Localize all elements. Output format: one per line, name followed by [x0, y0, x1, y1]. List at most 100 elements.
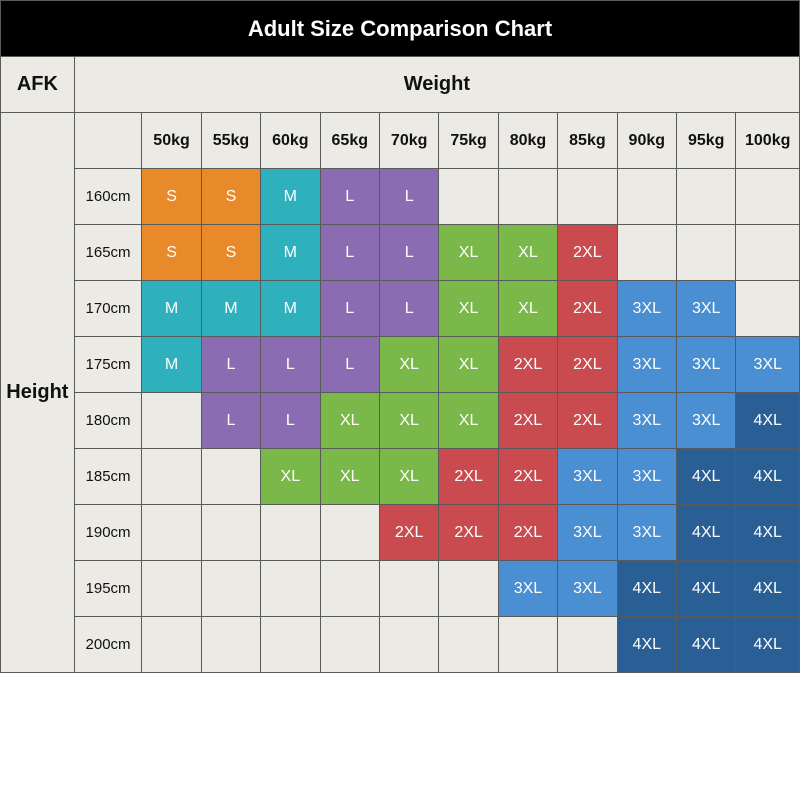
empty-cell [736, 169, 800, 225]
size-cell: M [261, 281, 320, 337]
size-cell: XL [439, 225, 498, 281]
empty-cell [201, 505, 260, 561]
chart-body: Adult Size Comparison Chart AFK Weight H… [1, 1, 800, 673]
size-cell: 4XL [676, 617, 735, 673]
size-cell: XL [439, 281, 498, 337]
size-cell: XL [379, 337, 438, 393]
empty-cell [439, 169, 498, 225]
size-cell: L [201, 337, 260, 393]
height-header: 180cm [74, 393, 142, 449]
size-cell: 2XL [498, 505, 557, 561]
weight-header: 100kg [736, 113, 800, 169]
corner-label: AFK [1, 57, 75, 113]
weight-header: 50kg [142, 113, 201, 169]
size-cell: S [201, 169, 260, 225]
empty-cell [142, 449, 201, 505]
size-cell: L [261, 337, 320, 393]
weight-header: 75kg [439, 113, 498, 169]
size-cell: 4XL [736, 449, 800, 505]
weight-header: 55kg [201, 113, 260, 169]
weight-header: 65kg [320, 113, 379, 169]
size-cell: 4XL [617, 617, 676, 673]
height-header: 185cm [74, 449, 142, 505]
empty-cell [558, 617, 617, 673]
size-cell: 2XL [558, 281, 617, 337]
size-cell: 4XL [676, 505, 735, 561]
weight-header: 80kg [498, 113, 557, 169]
data-row: 185cmXLXLXL2XL2XL3XL3XL4XL4XL [1, 449, 800, 505]
size-cell: S [201, 225, 260, 281]
size-cell: L [201, 393, 260, 449]
empty-cell [498, 169, 557, 225]
size-cell: S [142, 169, 201, 225]
size-cell: 2XL [439, 449, 498, 505]
size-cell: 3XL [617, 281, 676, 337]
size-cell: 4XL [736, 393, 800, 449]
data-row: 200cm4XL4XL4XL [1, 617, 800, 673]
weight-header-row: Height50kg55kg60kg65kg70kg75kg80kg85kg90… [1, 113, 800, 169]
size-cell: 4XL [676, 449, 735, 505]
size-cell: 4XL [736, 617, 800, 673]
weight-header: 90kg [617, 113, 676, 169]
empty-cell [142, 561, 201, 617]
size-cell: XL [379, 449, 438, 505]
empty-cell [379, 561, 438, 617]
size-cell: 3XL [558, 449, 617, 505]
size-cell: XL [498, 281, 557, 337]
size-cell: 2XL [498, 393, 557, 449]
size-cell: 4XL [736, 505, 800, 561]
empty-cell [261, 617, 320, 673]
empty-cell [320, 505, 379, 561]
empty-cell [439, 561, 498, 617]
empty-cell [261, 561, 320, 617]
data-row: 170cmMMMLLXLXL2XL3XL3XL [1, 281, 800, 337]
empty-cell [142, 617, 201, 673]
size-cell: L [320, 225, 379, 281]
size-cell: M [142, 281, 201, 337]
empty-cell [379, 617, 438, 673]
size-cell: 3XL [558, 561, 617, 617]
weight-header: 60kg [261, 113, 320, 169]
empty-cell [261, 505, 320, 561]
data-row: 160cmSSMLL [1, 169, 800, 225]
height-header: 175cm [74, 337, 142, 393]
size-chart: Adult Size Comparison Chart AFK Weight H… [0, 0, 800, 673]
size-cell: L [379, 169, 438, 225]
size-cell: 2XL [558, 225, 617, 281]
size-cell: XL [261, 449, 320, 505]
weight-header: 85kg [558, 113, 617, 169]
size-cell: 4XL [617, 561, 676, 617]
weight-header: 95kg [676, 113, 735, 169]
size-cell: L [320, 337, 379, 393]
data-row: 195cm3XL3XL4XL4XL4XL [1, 561, 800, 617]
size-cell: 3XL [617, 449, 676, 505]
empty-cell [617, 225, 676, 281]
empty-cell [201, 617, 260, 673]
empty-cell [617, 169, 676, 225]
empty-cell [676, 225, 735, 281]
size-cell: M [261, 169, 320, 225]
size-cell: M [201, 281, 260, 337]
size-cell: 3XL [736, 337, 800, 393]
size-cell: 4XL [736, 561, 800, 617]
height-header: 160cm [74, 169, 142, 225]
size-cell: L [320, 281, 379, 337]
empty-cell [320, 561, 379, 617]
title-row: Adult Size Comparison Chart [1, 1, 800, 57]
empty-cell [439, 617, 498, 673]
height-header: 190cm [74, 505, 142, 561]
height-header: 170cm [74, 281, 142, 337]
empty-cell [676, 169, 735, 225]
height-header: 165cm [74, 225, 142, 281]
size-cell: L [261, 393, 320, 449]
size-cell: 3XL [558, 505, 617, 561]
height-header: 195cm [74, 561, 142, 617]
size-cell: XL [439, 337, 498, 393]
size-cell: 3XL [498, 561, 557, 617]
size-cell: 2XL [558, 393, 617, 449]
size-cell: 3XL [617, 337, 676, 393]
size-cell: 2XL [498, 337, 557, 393]
y-axis-label: Height [1, 113, 75, 673]
empty-cell [558, 169, 617, 225]
size-cell: 2XL [379, 505, 438, 561]
